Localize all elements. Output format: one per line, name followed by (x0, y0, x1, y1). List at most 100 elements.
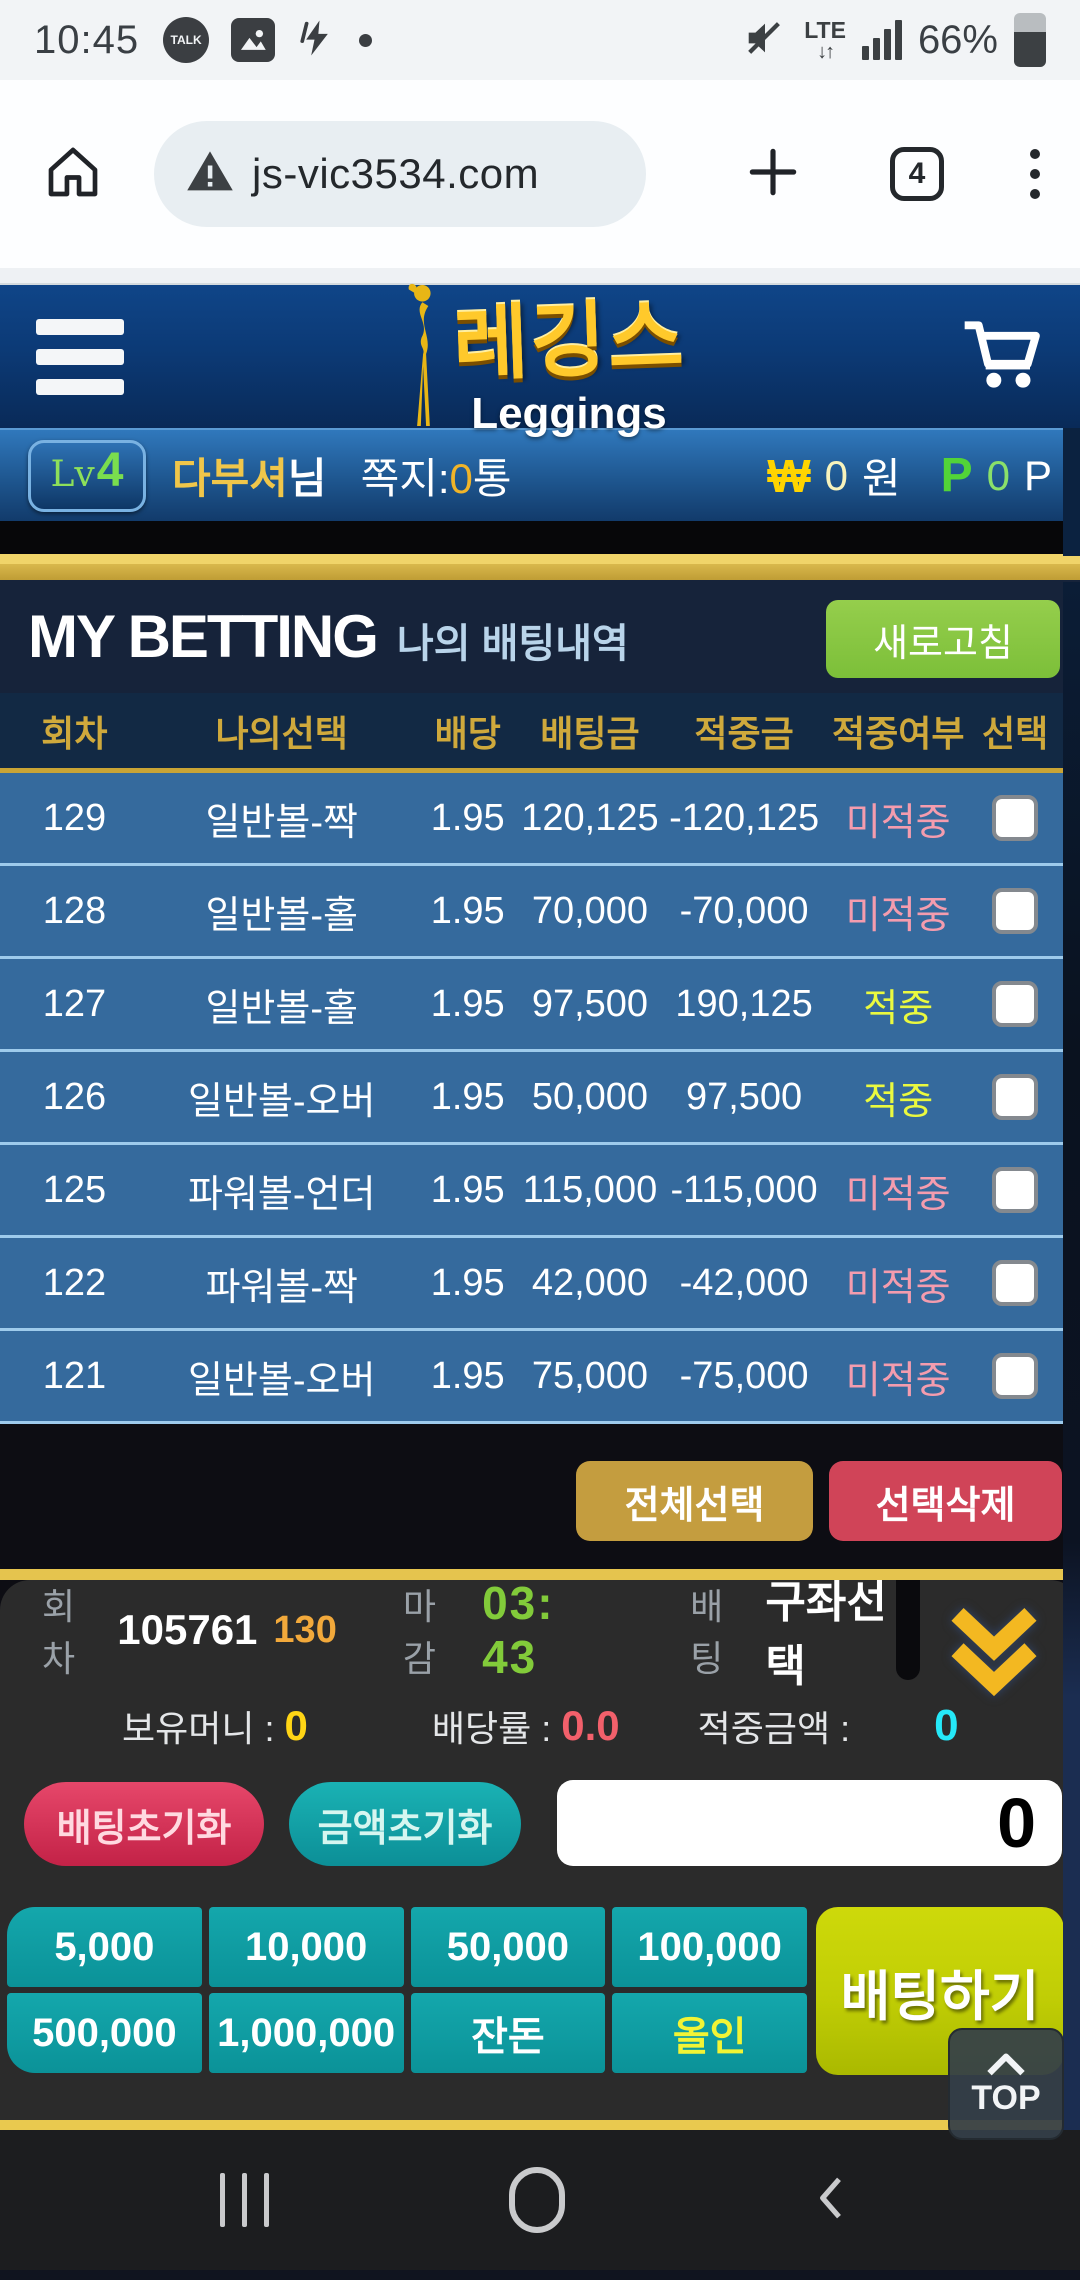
row-checkbox[interactable] (992, 1074, 1039, 1120)
gold-divider-dark (0, 564, 1080, 580)
amount-button[interactable]: 잔돈 (410, 1993, 606, 2073)
row-checkbox[interactable] (992, 1260, 1039, 1306)
cell-win-amount: -120,125 (669, 796, 820, 839)
cell-hit-status: 미적중 (845, 801, 951, 844)
amount-button[interactable]: 5,000 (7, 1907, 202, 1987)
cell-bet-amount: 42,000 (531, 1261, 649, 1304)
row-checkbox[interactable] (992, 1353, 1039, 1399)
amount-button[interactable]: 올인 (612, 1993, 807, 2073)
refresh-button[interactable]: 새로고침 (826, 600, 1060, 678)
row-checkbox[interactable] (992, 888, 1039, 934)
cell-bet-amount: 50,000 (531, 1075, 649, 1118)
round-value: 105761 (117, 1606, 258, 1653)
column-header: 배팅금 (540, 712, 640, 754)
cell-win-amount: -70,000 (679, 889, 809, 932)
table-row: 129 일반볼-짝 1.95 120,125 -120,125 미적중 (0, 773, 1063, 866)
amount-button[interactable]: 100,000 (612, 1907, 807, 1987)
new-tab-button[interactable] (742, 141, 804, 208)
cell-pick: 파워볼-짝 (205, 1266, 358, 1309)
more-notifications-dot (359, 33, 373, 47)
page-subtitle: 나의 배팅내역 (396, 622, 629, 666)
table-row: 125 파워볼-언더 1.95 115,000 -115,000 미적중 (0, 1145, 1063, 1238)
cell-odds: 1.95 (430, 889, 505, 932)
row-checkbox[interactable] (992, 1167, 1039, 1213)
table-row: 122 파워볼-짝 1.95 42,000 -42,000 미적중 (0, 1238, 1063, 1331)
site-warning-icon[interactable] (184, 146, 236, 203)
won-icon: ₩ (767, 449, 811, 502)
user-info-bar: Lv 4 다부셔님 쪽지:0통 ₩ 0 원 P 0 P (0, 428, 1080, 521)
home-button[interactable] (40, 139, 106, 210)
select-all-button[interactable]: 전체선택 (576, 1461, 813, 1541)
odds-label: 배당률 : (431, 1708, 552, 1749)
column-header: 나의선택 (215, 712, 348, 754)
reset-amount-button[interactable]: 금액초기화 (289, 1782, 521, 1866)
table-header-row: 회차 나의선택 배당 배팅금 적중금 적중여부 선택 (0, 693, 1063, 773)
logo-korean-text: 레깅스 (451, 291, 687, 392)
scroll-to-top-button[interactable]: TOP (948, 2028, 1064, 2140)
bottom-gold-line (0, 2120, 1080, 2130)
cell-bet-amount: 115,000 (522, 1168, 658, 1211)
level-badge: Lv 4 (28, 439, 146, 512)
site-logo[interactable]: 레깅스 Leggings (395, 283, 687, 438)
lte-data-icon: LTE ↓↑ (804, 16, 846, 63)
battery-percent: 66% (917, 17, 998, 62)
table-row: 127 일반볼-홀 1.95 97,500 190,125 적중 (0, 959, 1063, 1052)
money-balance: 0 (824, 451, 848, 499)
page-edge-strip (1063, 428, 1080, 556)
page-title: MY BETTING (28, 603, 379, 670)
cell-hit-status: 적중 (863, 987, 934, 1030)
cart-button[interactable] (960, 316, 1044, 397)
amount-button[interactable]: 10,000 (208, 1907, 404, 1987)
home-nav-button[interactable] (508, 2167, 565, 2233)
browser-menu-button[interactable] (1030, 149, 1040, 199)
recents-button[interactable] (220, 2173, 269, 2227)
page-top-strip (0, 268, 1080, 285)
message-count[interactable]: 쪽지:0통 (360, 455, 512, 502)
amount-button[interactable]: 50,000 (410, 1907, 606, 1987)
bet-panel: 회차 105761 130 마감 03: 43 배팅 구좌선택 보유머니 : 0… (0, 1577, 1080, 2120)
row-checkbox[interactable] (992, 981, 1039, 1027)
tab-switcher-button[interactable]: 4 (890, 147, 944, 201)
signal-strength-icon (861, 20, 902, 60)
amount-buttons: 5,000 10,000 50,000 100,000 500,000 1,000,000… (7, 1907, 807, 2073)
cell-pick: 일반볼-오버 (187, 1080, 376, 1123)
cell-round: 122 (42, 1261, 107, 1304)
mute-icon (742, 15, 788, 66)
cell-win-amount: -115,000 (670, 1168, 818, 1211)
cell-odds: 1.95 (430, 1075, 505, 1118)
amount-button[interactable]: 500,000 (7, 1993, 202, 2073)
hamburger-menu-button[interactable] (36, 318, 124, 395)
winnings-label: 적중금액 : (697, 1708, 851, 1749)
row-checkbox[interactable] (992, 795, 1039, 841)
bet-amount-input[interactable] (557, 1780, 1062, 1866)
address-bar[interactable]: js-vic3534.com (154, 121, 646, 227)
reset-bet-button[interactable]: 배팅초기화 (24, 1782, 264, 1866)
delete-selected-button[interactable]: 선택삭제 (829, 1461, 1062, 1541)
back-button[interactable] (804, 2165, 860, 2236)
next-round-value: 130 (273, 1608, 337, 1651)
cell-round: 128 (42, 889, 107, 932)
cell-odds: 1.95 (430, 796, 505, 839)
cell-odds: 1.95 (430, 1261, 505, 1304)
lightning-notification-icon (297, 16, 337, 65)
table-body: 129 일반볼-짝 1.95 120,125 -120,125 미적중 128 … (0, 773, 1063, 1424)
point-icon: P (940, 449, 973, 502)
place-bet-button[interactable]: 배팅하기 (816, 1907, 1064, 2075)
amount-button[interactable]: 1,000,000 (208, 1993, 404, 2073)
divider-strip (0, 521, 1080, 554)
table-row: 128 일반볼-홀 1.95 70,000 -70,000 미적중 (0, 866, 1063, 959)
deadline-label: 마감 (402, 1586, 436, 1679)
betting-history-table: 회차 나의선택 배당 배팅금 적중금 적중여부 선택 129 일반볼-짝 1.95 120,… (0, 693, 1063, 1424)
table-row: 121 일반볼-오버 1.95 75,000 -75,000 미적중 (0, 1331, 1063, 1424)
cell-pick: 파워볼-언더 (187, 1173, 376, 1216)
point-balance: 0 (986, 451, 1010, 499)
cell-bet-amount: 97,500 (531, 982, 649, 1025)
balance-label: 보유머니 : (122, 1708, 275, 1749)
cell-win-amount: -42,000 (679, 1261, 809, 1304)
deadline-timer: 03: 43 (482, 1577, 555, 1683)
account-select[interactable]: 구좌선택 (765, 1578, 887, 1691)
winnings-value: 0 (934, 1701, 959, 1750)
column-header: 적중여부 (831, 712, 965, 754)
logo-english-text: Leggings (471, 389, 667, 438)
collapse-panel-button[interactable] (934, 1594, 1054, 1714)
